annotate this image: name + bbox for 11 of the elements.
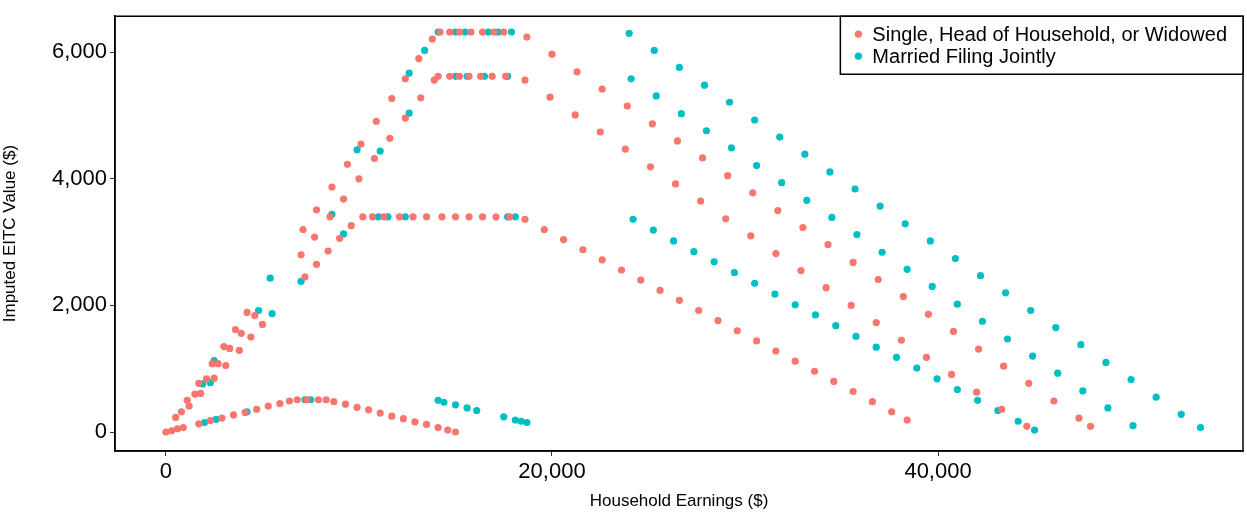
x-tick-label: 20,000	[518, 458, 586, 484]
legend-label: Single, Head of Household, or Widowed	[872, 22, 1228, 45]
y-tick-label: 6,000	[51, 38, 107, 64]
x-tick-label: 0	[159, 458, 173, 484]
y-axis-title: Imputed EITC Value ($)	[0, 144, 19, 323]
y-tick-label: 0	[94, 418, 107, 444]
x-tick-label: 40,000	[904, 458, 972, 484]
x-axis-title: Household Earnings ($)	[589, 491, 769, 511]
y-tick-label: 4,000	[51, 164, 107, 190]
legend-label: Married Filing Jointly	[872, 44, 1056, 67]
y-tick-label: 2,000	[51, 291, 107, 317]
